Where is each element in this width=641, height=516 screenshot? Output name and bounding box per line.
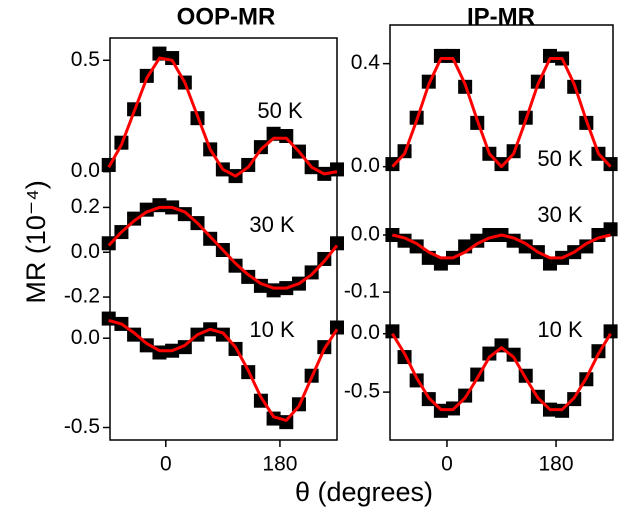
data-point [330, 162, 344, 177]
y-tick-label: 0.0 [71, 159, 100, 182]
y-tick-label: 0.2 [71, 195, 100, 218]
data-point [603, 157, 618, 172]
fit-line [107, 56, 338, 178]
fit-line [391, 332, 612, 412]
x-tick-label: 0 [160, 453, 172, 476]
data-point [542, 256, 557, 271]
y-tick-label: 0.0 [71, 240, 100, 263]
panel-title: IP-MR [467, 3, 535, 30]
data-point [603, 222, 618, 237]
data-point [165, 51, 180, 66]
data-point [330, 236, 344, 251]
data-point [506, 347, 521, 362]
data-point [101, 311, 116, 326]
data-point [482, 346, 497, 361]
temperature-label: 10 K [249, 317, 295, 342]
data-point [330, 320, 344, 335]
data-point [253, 140, 268, 155]
y-tick-label: 0.0 [351, 321, 380, 344]
data-point [603, 324, 618, 339]
x-tick-label: 180 [262, 453, 297, 476]
data-point [470, 233, 485, 248]
x-axis-label: θ (degrees) [295, 477, 433, 507]
data-point [266, 411, 281, 426]
temperature-label: 50 K [257, 98, 303, 123]
temperature-label: 50 K [537, 146, 583, 171]
y-tick-label: 0.4 [351, 51, 381, 74]
x-tick-label: 0 [441, 453, 453, 476]
data-point [152, 46, 167, 61]
temperature-label: 30 K [537, 202, 583, 227]
y-axis-label: MR (10⁻⁴) [21, 180, 51, 303]
panel-title: OOP-MR [177, 3, 276, 30]
data-point [385, 157, 400, 172]
data-point [228, 258, 243, 273]
data-point [385, 324, 400, 339]
fit-line [391, 57, 612, 169]
fit-line [107, 205, 339, 290]
y-tick-label: 0.0 [71, 326, 100, 349]
y-tick-label: -0.5 [64, 415, 100, 438]
fit-line [392, 233, 611, 260]
y-tick-label: -0.1 [344, 280, 380, 303]
x-tick-label: 180 [539, 453, 574, 476]
data-point [433, 256, 448, 271]
y-tick-label: 0.0 [351, 223, 380, 246]
data-point [494, 157, 509, 172]
y-tick-label: 0.0 [351, 154, 380, 177]
left-frame [109, 37, 338, 441]
data-point [279, 129, 294, 143]
fit-line [108, 318, 339, 422]
data-point [279, 415, 294, 430]
y-tick-label: 0.5 [71, 48, 100, 71]
y-tick-label: -0.5 [344, 380, 380, 403]
temperature-label: 30 K [249, 212, 295, 237]
y-tick-label: -0.2 [64, 285, 100, 308]
temperature-label: 10 K [537, 317, 583, 342]
